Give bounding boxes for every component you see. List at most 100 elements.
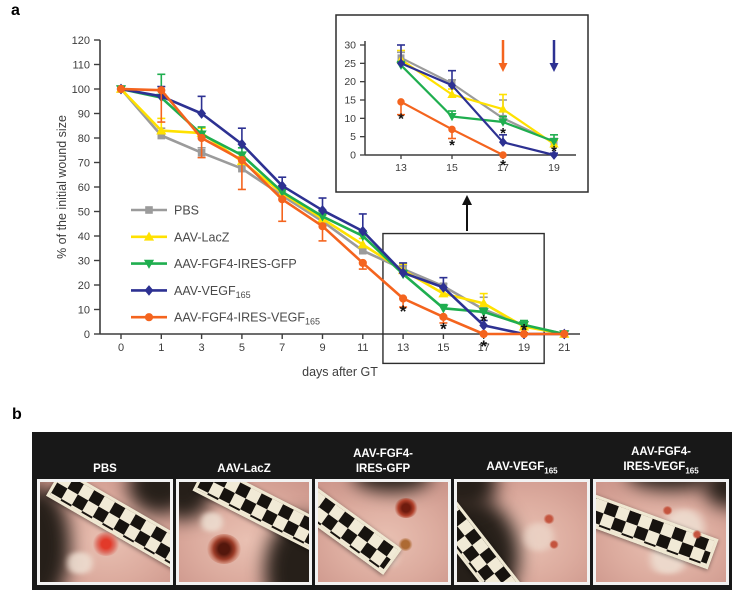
photo-column: AAV-LacZ [176, 432, 312, 590]
data-point-triangle-down [478, 308, 489, 318]
x-tick-label: 17 [478, 342, 490, 354]
panel-b-label: b [12, 406, 22, 423]
data-point-triangle-up [357, 239, 368, 249]
data-point-diamond [318, 204, 327, 216]
scaly-skin [195, 512, 229, 532]
x-tick-label: 21 [558, 342, 570, 354]
photo-label: AAV-FGF4- IRES-GFP [353, 448, 413, 475]
wound-photo [315, 479, 451, 585]
legend-item-PBS: PBS [131, 204, 199, 218]
photo-column: PBS [37, 432, 173, 590]
photo-column: AAV-VEGF165 [454, 432, 590, 590]
x-tick-label: 19 [518, 342, 530, 354]
y-tick-label: 0 [84, 329, 90, 341]
inset-series-AAV-VEGF [396, 44, 559, 160]
inset-y-tick-label: 5 [350, 131, 356, 143]
data-point-diamond [197, 108, 207, 119]
inset-y-tick-label: 20 [344, 76, 356, 88]
x-tick-label: 1 [158, 342, 164, 354]
scab [398, 538, 413, 551]
data-point-diamond [549, 150, 559, 160]
y-tick-label: 90 [78, 109, 90, 121]
inset-x-tick-label: 15 [446, 162, 458, 174]
significance-asterisk: * [480, 311, 487, 330]
data-point-circle [318, 222, 327, 231]
data-point-triangle-up [156, 125, 167, 135]
wound-photos-panel: PBS AAV-LacZ AAV-FGF4- IRES-GFP AAV- [32, 432, 732, 590]
fur-patch [128, 482, 170, 514]
data-point-circle [439, 312, 448, 321]
significance-asterisk: * [480, 337, 487, 356]
scab [662, 506, 673, 515]
data-point-triangle-up [478, 298, 489, 308]
main-series [115, 73, 570, 340]
series-line [400, 58, 555, 145]
data-point-triangle-down [143, 259, 155, 269]
data-point-circle [499, 151, 507, 159]
data-point-circle [157, 86, 166, 95]
fur-patch [626, 482, 716, 490]
inset-y-tick-label: 30 [344, 40, 356, 52]
scab [549, 540, 559, 549]
data-point-triangle-up [143, 231, 155, 241]
data-point-diamond [498, 137, 508, 148]
x-tick-label: 15 [437, 342, 449, 354]
data-point-triangle-down [438, 304, 449, 314]
y-tick-label: 10 [78, 305, 90, 317]
inset-y-tick-label: 15 [344, 95, 356, 107]
wound-photo [593, 479, 729, 585]
inset-connector-arrow [462, 195, 472, 231]
significance-asterisk: * [449, 137, 455, 154]
data-point-triangle-up [447, 89, 457, 98]
y-tick-label: 110 [72, 60, 90, 72]
y-tick-label: 30 [78, 256, 90, 268]
series-line [400, 62, 555, 157]
series-line [400, 64, 555, 143]
legend-label: AAV-FGF4-IRES-VEGF165 [174, 311, 320, 327]
fur-patch [352, 482, 432, 492]
legend-label: AAV-LacZ [174, 230, 230, 244]
data-point-triangle-down [518, 321, 530, 331]
wound [92, 532, 120, 556]
significance-asterisk: * [398, 111, 404, 128]
series-line [120, 88, 565, 336]
photo-label: AAV-FGF4- IRES-VEGF165 [623, 446, 699, 475]
inset-x-tick-label: 13 [395, 162, 407, 174]
inset-y-tick-label: 25 [344, 58, 356, 70]
y-tick-label: 70 [78, 158, 90, 170]
data-point-circle [479, 329, 488, 339]
x-tick-label: 7 [279, 342, 285, 354]
y-tick-label: 100 [72, 84, 90, 96]
significance-asterisk: * [551, 143, 557, 160]
data-point-diamond [144, 285, 154, 296]
significance-asterisk: * [400, 302, 407, 321]
photo-label: PBS [93, 462, 117, 475]
inset-chart: 0 5 10 15 20 25 30 13 15 17 19 * * * * * [335, 14, 589, 193]
y-tick-label: 40 [78, 231, 90, 243]
data-point-circle [278, 195, 287, 204]
wound-photo [454, 479, 590, 585]
photo-column: AAV-FGF4- IRES-VEGF165 [593, 432, 729, 590]
series-line [120, 87, 565, 336]
data-point-circle [519, 329, 529, 339]
data-point-circle [116, 84, 126, 94]
data-point-diamond [438, 282, 448, 293]
data-point-circle [448, 125, 456, 134]
data-point-circle [398, 294, 408, 303]
legend-item-AAV-FGF4-IRES-VEGF: AAV-FGF4-IRES-VEGF165 [131, 311, 320, 327]
data-point-circle [144, 313, 154, 322]
data-point-triangle-down [498, 118, 508, 127]
inset-x-tick-label: 19 [548, 162, 560, 174]
scaly-skin [60, 552, 100, 574]
photo-column: AAV-FGF4- IRES-GFP [315, 432, 451, 590]
zoom-region-box [382, 232, 545, 365]
y-tick-label: 50 [78, 207, 90, 219]
data-point-circle [237, 155, 246, 165]
legend-item-AAV-FGF4-IRES-GFP: AAV-FGF4-IRES-GFP [131, 257, 297, 271]
scab [692, 530, 702, 539]
x-tick-label: 3 [199, 342, 205, 354]
series-line [120, 87, 565, 336]
closure-down-arrow-icon [498, 40, 508, 72]
